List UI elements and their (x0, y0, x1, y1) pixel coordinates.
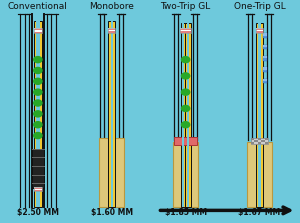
Bar (263, 79, 267, 81)
Circle shape (182, 105, 190, 112)
Bar (34, 186, 42, 191)
Bar (182, 23, 184, 207)
Bar (34, 29, 42, 30)
Bar (180, 31, 191, 33)
Bar (263, 56, 267, 61)
Bar (256, 30, 263, 31)
Circle shape (34, 100, 42, 106)
Circle shape (34, 89, 42, 95)
Text: Monobore: Monobore (89, 2, 134, 11)
Bar (34, 186, 42, 188)
Text: $1.60 MM: $1.60 MM (91, 208, 133, 217)
Bar (256, 28, 263, 29)
Circle shape (182, 57, 190, 63)
Bar (263, 45, 267, 49)
Bar (250, 138, 268, 144)
Bar (247, 142, 272, 207)
Text: $1.67 MM: $1.67 MM (238, 208, 280, 217)
Circle shape (182, 73, 190, 79)
Circle shape (182, 89, 190, 95)
Bar (256, 28, 263, 33)
Bar (258, 138, 261, 140)
Circle shape (182, 122, 190, 128)
Bar (34, 30, 42, 31)
Bar (109, 31, 115, 33)
Bar (263, 79, 267, 83)
Circle shape (34, 78, 42, 84)
Bar (109, 28, 115, 29)
Bar (34, 188, 42, 189)
Bar (256, 29, 263, 30)
Bar (258, 23, 261, 207)
Bar (263, 67, 267, 72)
Bar (265, 142, 268, 144)
Bar (34, 189, 42, 190)
Bar (185, 23, 190, 207)
Bar (256, 23, 263, 207)
Bar (180, 30, 191, 31)
Bar (99, 138, 124, 207)
Bar (180, 28, 191, 29)
Text: $2.50 MM: $2.50 MM (17, 208, 59, 217)
Bar (263, 33, 267, 35)
Bar (109, 28, 115, 33)
Bar (180, 28, 191, 33)
Circle shape (34, 67, 42, 74)
Bar (263, 56, 267, 58)
Text: $1.85 MM: $1.85 MM (164, 208, 207, 217)
Bar (109, 30, 115, 31)
Bar (261, 140, 265, 142)
Bar (36, 21, 40, 207)
Bar (174, 137, 197, 145)
Bar (34, 21, 42, 207)
Bar (254, 140, 258, 142)
Circle shape (34, 122, 42, 128)
Circle shape (34, 132, 42, 138)
Bar (180, 29, 191, 30)
Bar (173, 142, 198, 207)
Bar (263, 67, 267, 70)
Text: Two-Trip GL: Two-Trip GL (160, 2, 211, 11)
Bar (34, 190, 42, 191)
Bar (110, 21, 113, 207)
Bar (109, 29, 115, 30)
Bar (34, 31, 42, 33)
Text: Conventional: Conventional (8, 2, 68, 11)
Bar (109, 21, 115, 207)
Bar (250, 142, 254, 144)
Circle shape (34, 57, 42, 63)
Bar (187, 23, 189, 207)
Bar (258, 142, 261, 144)
Bar (263, 45, 267, 47)
Bar (181, 23, 186, 207)
Bar (32, 149, 44, 188)
Bar (256, 31, 263, 33)
Bar (250, 138, 254, 140)
Bar (265, 138, 268, 140)
Bar (34, 28, 42, 33)
Text: One-Trip GL: One-Trip GL (234, 2, 285, 11)
Bar (34, 28, 42, 29)
Circle shape (34, 111, 42, 117)
Bar (263, 33, 267, 38)
